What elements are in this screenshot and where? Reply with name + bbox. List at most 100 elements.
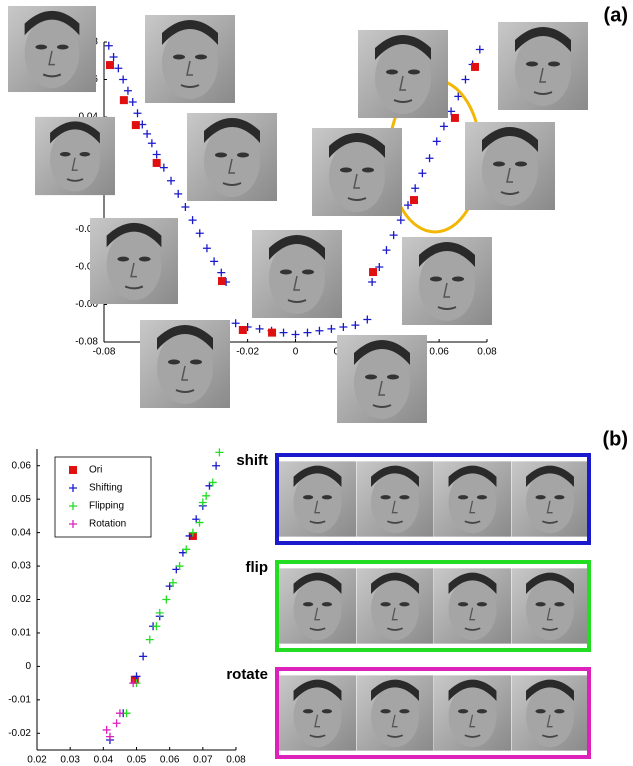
point <box>315 327 323 335</box>
y-tick-label: 0 <box>25 661 31 672</box>
point <box>105 42 113 50</box>
x-tick-label: 0.03 <box>60 755 80 766</box>
point <box>146 636 154 644</box>
point <box>114 64 122 72</box>
face-image <box>279 461 356 536</box>
face-image <box>279 568 356 643</box>
face-image <box>434 675 511 750</box>
image-groups: shift flip rotate <box>226 452 589 757</box>
face-image <box>357 675 434 750</box>
face-image <box>434 568 511 643</box>
x-tick-label: -0.02 <box>236 347 259 358</box>
point <box>203 244 211 252</box>
point <box>440 122 448 130</box>
face-image <box>35 117 115 195</box>
point <box>461 76 469 84</box>
y-tick-label: 0.03 <box>12 561 32 572</box>
point <box>327 325 335 333</box>
figure: -0.08-0.06-0.04-0.0200.020.040.060.08-0.… <box>0 0 633 766</box>
point <box>132 121 140 129</box>
point <box>189 216 197 224</box>
legend-label: Ori <box>89 465 102 476</box>
point <box>471 63 479 71</box>
x-tick-label: 0.05 <box>127 755 147 766</box>
x-tick-label: 0.07 <box>193 755 213 766</box>
point <box>292 331 300 339</box>
point <box>196 229 204 237</box>
point <box>119 76 127 84</box>
group-label: rotate <box>226 666 268 683</box>
y-tick-label: 0.05 <box>12 494 32 505</box>
x-tick-label: 0.06 <box>429 347 449 358</box>
point <box>162 596 170 604</box>
point <box>410 196 418 204</box>
point <box>153 159 161 167</box>
point <box>218 277 226 285</box>
face-image <box>465 122 555 210</box>
point <box>232 319 240 327</box>
face-image <box>90 218 178 304</box>
face-image <box>312 128 402 216</box>
point <box>351 321 359 329</box>
x-tick-label: 0.02 <box>27 755 47 766</box>
point <box>390 231 398 239</box>
face-image <box>140 320 230 408</box>
face-image <box>8 6 96 92</box>
point <box>217 269 225 277</box>
point <box>174 190 182 198</box>
legend-label: Flipping <box>89 501 124 512</box>
x-tick-label: 0.08 <box>226 755 246 766</box>
point <box>303 329 311 337</box>
point <box>124 87 132 95</box>
point <box>451 114 459 122</box>
panel-label: (a) <box>604 4 628 26</box>
face-image <box>512 675 589 750</box>
group-label: shift <box>236 452 268 469</box>
point <box>113 719 121 727</box>
x-tick-label: -0.08 <box>93 347 116 358</box>
face-images <box>8 6 588 423</box>
point <box>411 184 419 192</box>
x-tick-label: 0.04 <box>94 755 114 766</box>
legend-label: Shifting <box>89 483 122 494</box>
point <box>239 326 247 334</box>
page: {"panel_labels": ["(a)", "(b)"], "image_… <box>0 0 633 766</box>
point <box>433 137 441 145</box>
x-tick-label: 0.06 <box>160 755 180 766</box>
point <box>212 462 220 470</box>
x-tick-label: 0.08 <box>477 347 497 358</box>
face-image <box>145 15 235 103</box>
point <box>143 130 151 138</box>
point <box>426 154 434 162</box>
face-image <box>337 335 427 423</box>
point <box>148 139 156 147</box>
point <box>339 323 347 331</box>
face-image <box>279 675 356 750</box>
point <box>268 329 276 337</box>
point <box>397 216 405 224</box>
face-image <box>512 568 589 643</box>
face-image <box>357 568 434 643</box>
point <box>476 46 484 54</box>
face-image <box>512 461 589 536</box>
point <box>369 268 377 276</box>
face-image <box>498 22 588 110</box>
face-image <box>434 461 511 536</box>
point <box>210 257 218 265</box>
point <box>153 151 161 159</box>
point <box>167 177 175 185</box>
point <box>382 246 390 254</box>
face-image <box>252 230 342 318</box>
point <box>256 325 264 333</box>
face-image <box>358 30 448 118</box>
x-tick-label: 0 <box>293 347 299 358</box>
face-image <box>402 237 492 325</box>
point <box>129 98 137 106</box>
point <box>181 203 189 211</box>
face-image <box>187 113 277 201</box>
group-label: flip <box>246 559 269 576</box>
point <box>280 329 288 337</box>
y-tick-label: -0.08 <box>75 337 98 348</box>
point <box>418 169 426 177</box>
